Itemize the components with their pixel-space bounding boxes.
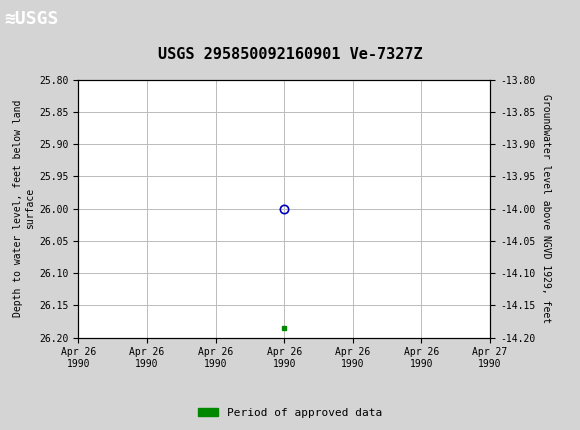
Legend: Period of approved data: Period of approved data (194, 403, 386, 422)
Text: USGS 295850092160901 Ve-7327Z: USGS 295850092160901 Ve-7327Z (158, 47, 422, 62)
Text: ≋USGS: ≋USGS (5, 10, 59, 28)
Y-axis label: Depth to water level, feet below land
surface: Depth to water level, feet below land su… (13, 100, 35, 317)
Y-axis label: Groundwater level above NGVD 1929, feet: Groundwater level above NGVD 1929, feet (541, 94, 550, 323)
